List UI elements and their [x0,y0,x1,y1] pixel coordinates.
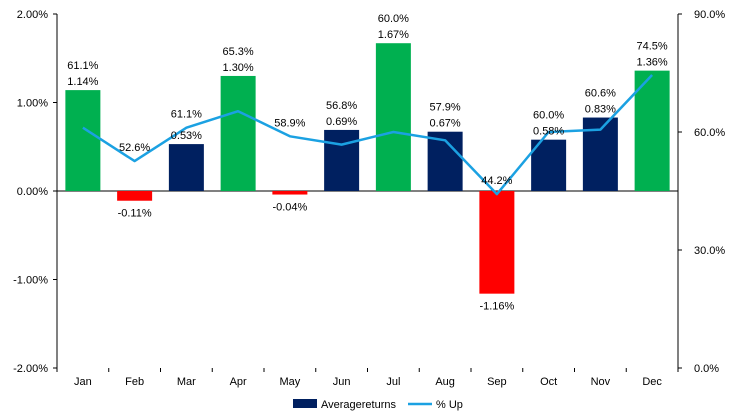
line-value-label: 61.1% [171,109,202,121]
line-value-label: 60.0% [533,110,564,122]
right-tick-label: 90.0% [694,9,725,21]
x-tick-label: Aug [435,376,455,388]
bar-apr [220,75,256,191]
legend: Averagereturns % Up [293,399,463,411]
bar-value-label: -0.11% [118,208,152,220]
tick-labels: 2.00% 1.00% 0.00% -1.00% -2.00% 90.0% 60.0% 30.… [13,9,725,388]
x-tick-label: Apr [230,376,247,388]
legend-label-pct-up: % Up [436,399,463,411]
left-tick-label: -2.00% [13,363,48,375]
bar-mar [168,144,204,191]
left-tick-label: 2.00% [17,9,48,21]
line-value-label: 61.1% [67,60,98,72]
right-tick-label: 60.0% [694,127,725,139]
x-tick-label: Jun [333,376,351,388]
left-tick-label: -1.00% [13,275,48,287]
bar-value-label: 0.53% [171,130,202,142]
line-value-label: 65.3% [223,46,254,58]
bar-value-label: 0.83% [585,104,616,116]
axes [53,13,682,372]
x-tick-label: Oct [540,376,557,388]
x-tick-label: May [279,376,300,388]
line-value-label: 60.6% [585,88,616,100]
x-tick-label: Mar [177,376,196,388]
bar-jun [324,129,360,191]
line-value-label: 60.0% [378,13,409,25]
bar-value-label: 0.67% [430,118,461,130]
right-tick-label: 0.0% [694,363,719,375]
bar-value-label: -1.16% [479,301,514,313]
right-tick-label: 30.0% [694,245,725,257]
bar-value-label: 0.69% [326,116,357,128]
line-series [82,74,654,196]
bar-oct [531,139,567,191]
bars [65,43,670,294]
line-value-label: 52.6% [119,142,150,154]
line-value-label: 44.2% [481,175,512,187]
left-tick-label: 0.00% [17,186,48,198]
bar-value-label: 1.30% [223,62,254,74]
line-value-label: 74.5% [637,41,668,53]
bar-jul [375,43,411,191]
x-tick-label: Jul [386,376,400,388]
data-labels: 1.14% -0.11% 0.53% 1.30% -0.04% 0.69% 1.67% 0.6… [67,13,668,312]
pct-up-line [82,74,654,196]
bar-feb [117,191,153,201]
line-value-label: 57.9% [430,102,461,114]
x-tick-label: Nov [591,376,611,388]
x-tick-label: Dec [642,376,662,388]
left-tick-label: 1.00% [17,98,48,110]
bar-value-label: 1.36% [637,57,668,69]
legend-swatch-averagereturns [293,399,317,408]
bar-may [272,191,308,195]
x-tick-label: Sep [487,376,507,388]
bar-value-label: -0.04% [272,202,307,214]
x-tick-label: Jan [74,376,92,388]
bar-jan [65,90,101,191]
legend-label-averagereturns: Averagereturns [321,399,397,411]
x-tick-label: Feb [125,376,144,388]
bar-value-label: 1.14% [67,76,98,88]
bar-sep [479,191,515,294]
bar-value-label: 1.67% [378,29,409,41]
bar-dec [634,70,670,191]
bar-value-label: 0.58% [533,126,564,138]
line-value-label: 58.9% [274,117,305,129]
line-value-label: 56.8% [326,100,357,112]
